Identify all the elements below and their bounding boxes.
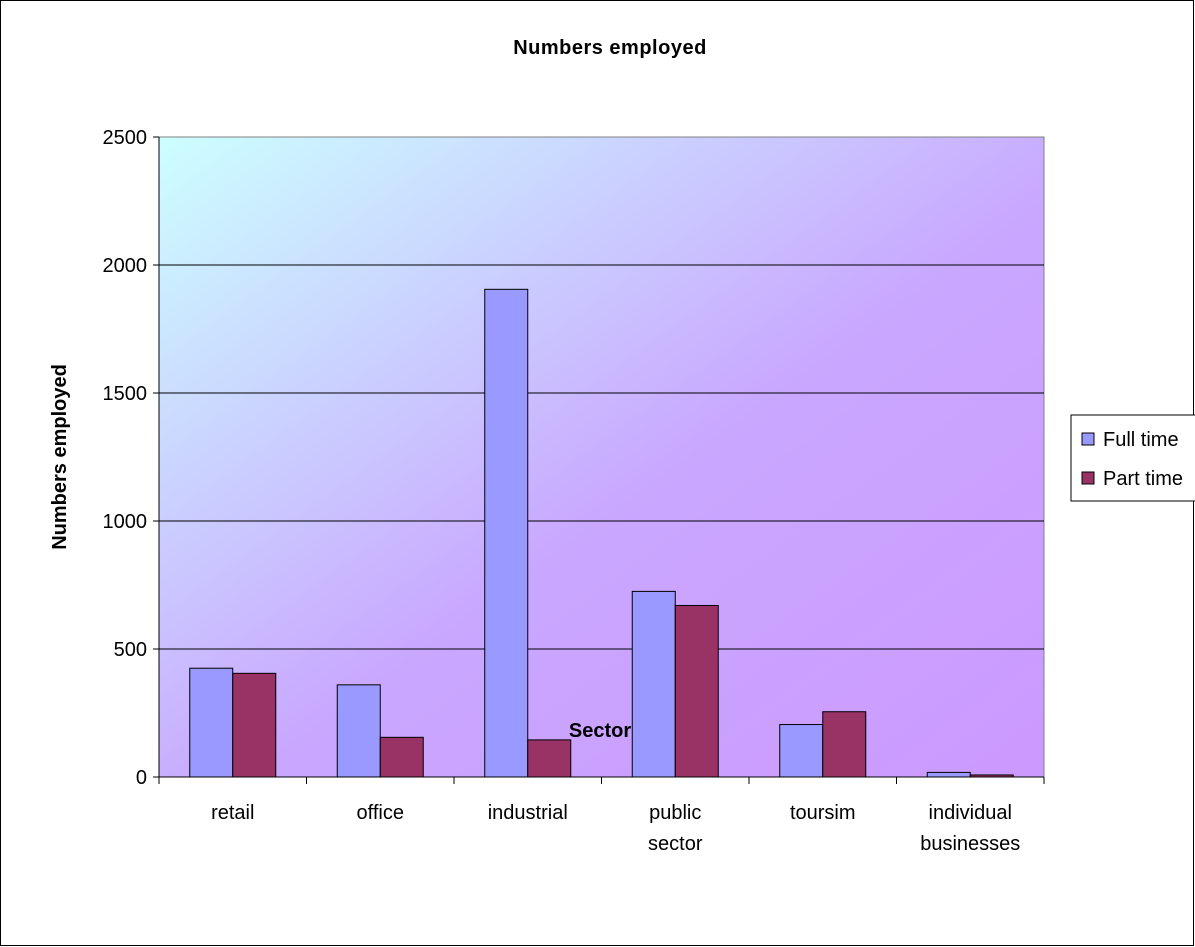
bars	[189, 288, 1014, 778]
y-tick-label: 1000	[103, 511, 148, 533]
x-tick-label: businesses	[920, 833, 1020, 855]
legend-swatch-part-time	[1081, 471, 1095, 485]
bar-part-time	[527, 739, 572, 778]
x-tick-label: toursim	[790, 802, 856, 824]
legend: Full time Part time	[1070, 414, 1195, 502]
gridlines	[159, 264, 1044, 650]
chart-title: Numbers employed	[513, 37, 707, 59]
legend-swatch-full-time	[1081, 432, 1095, 446]
bar-full-time	[336, 684, 381, 778]
bar-full-time	[631, 590, 676, 778]
x-tick-label: office	[357, 802, 404, 824]
y-tick-label: 2500	[103, 127, 148, 149]
y-tick-label: 500	[114, 639, 147, 661]
x-tick-label: retail	[211, 802, 254, 824]
bar-full-time	[189, 667, 234, 778]
y-tick-label: 0	[136, 767, 147, 789]
x-tick-label: individual	[929, 802, 1012, 824]
x-tick-label: public	[649, 802, 701, 824]
legend-label-part-time: Part time	[1103, 468, 1183, 490]
y-tick-label: 2000	[103, 255, 148, 277]
y-axis-title: Numbers employed	[49, 364, 71, 550]
x-tick-label: sector	[648, 833, 703, 855]
plot-area	[158, 136, 1045, 778]
bar-part-time	[232, 672, 277, 778]
bar-full-time	[779, 724, 824, 778]
bar-part-time	[674, 604, 719, 778]
bar-part-time	[822, 711, 867, 778]
x-axis-title: Sector	[569, 720, 631, 742]
axes: 0 500 1000 1500 2000 2500 retail office industri…	[103, 127, 1045, 855]
y-tick-label: 1500	[103, 383, 148, 405]
bar-full-time	[484, 288, 529, 778]
bar-full-time	[926, 771, 971, 778]
bar-part-time	[379, 736, 424, 778]
legend-box	[1070, 414, 1195, 502]
x-tick-label: industrial	[488, 802, 568, 824]
legend-label-full-time: Full time	[1103, 429, 1179, 451]
